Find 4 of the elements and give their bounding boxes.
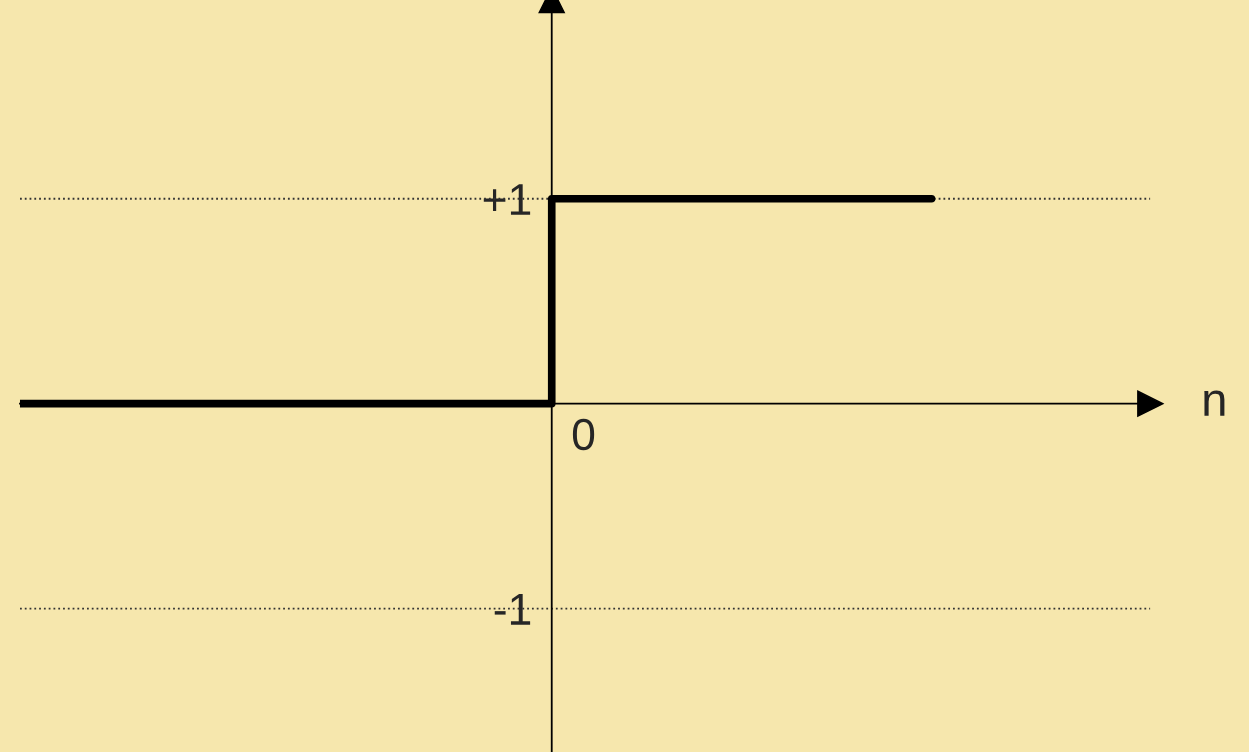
x-tick-label: 0 xyxy=(572,418,595,451)
x-axis-title: n xyxy=(1204,390,1225,416)
y-tick-label: -1 xyxy=(494,594,531,625)
y-tick-label: +1 xyxy=(483,184,531,215)
